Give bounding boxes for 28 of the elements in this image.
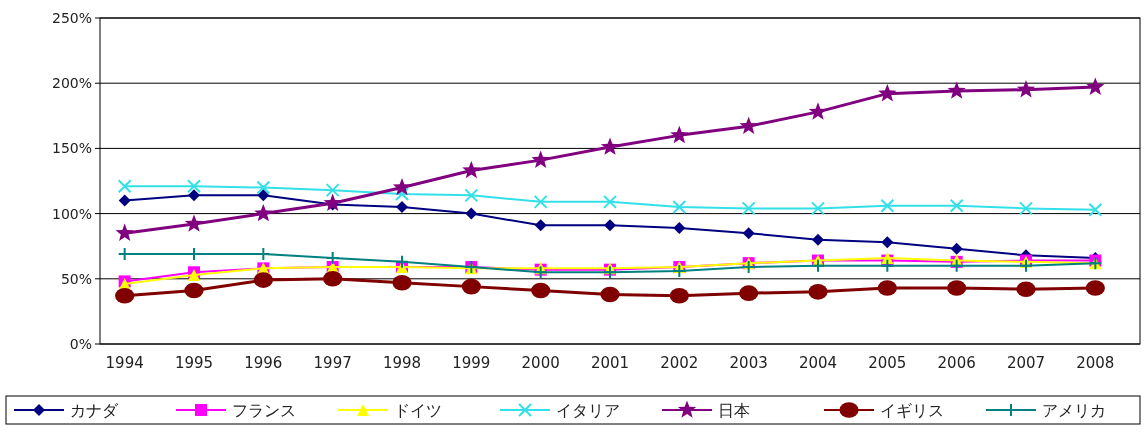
- legend-label: 日本: [718, 401, 750, 420]
- x-tick-label: 2001: [590, 354, 630, 372]
- x-tick-label: 1995: [174, 354, 214, 372]
- legend-label: アメリカ: [1042, 401, 1106, 420]
- x-tick-label: 1998: [382, 354, 422, 372]
- x-tick-label: 2004: [798, 354, 838, 372]
- x-tick-label: 2003: [729, 354, 768, 372]
- legend-label: ドイツ: [394, 401, 442, 420]
- x-tick-label: 1999: [452, 354, 491, 372]
- legend-label: カナダ: [70, 401, 119, 420]
- x-tick-label: 2000: [521, 354, 560, 372]
- x-tick-label: 2006: [937, 354, 976, 372]
- x-tick-label: 2002: [660, 354, 699, 372]
- y-tick-label: 200%: [51, 75, 92, 92]
- x-tick-label: 2005: [868, 354, 907, 372]
- legend-label: フランス: [232, 401, 296, 420]
- legend-label: イギリス: [880, 401, 944, 420]
- y-tick-label: 250%: [51, 10, 92, 26]
- x-tick-label: 2007: [1006, 354, 1046, 372]
- y-tick-label: 100%: [51, 205, 92, 222]
- x-tick-label: 1994: [105, 354, 144, 372]
- y-tick-label: 0%: [69, 336, 92, 352]
- y-tick-label: 50%: [60, 270, 92, 287]
- y-tick-label: 150%: [51, 140, 92, 157]
- x-tick-label: 2008: [1076, 354, 1115, 372]
- x-tick-label: 1997: [313, 354, 352, 372]
- x-tick-label: 1996: [244, 354, 283, 372]
- legend-label: イタリア: [556, 401, 620, 420]
